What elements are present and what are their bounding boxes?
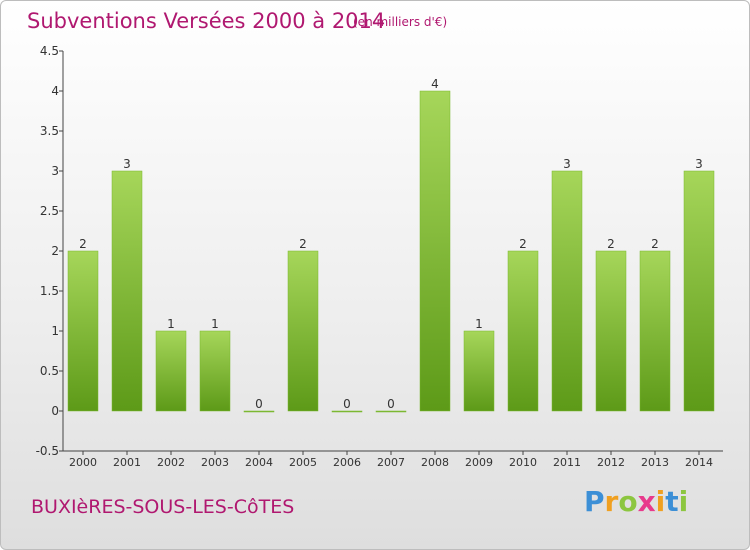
data-label: 0	[343, 397, 351, 411]
x-tick-label: 2003	[201, 456, 229, 469]
y-tick-label: 2.5	[40, 204, 59, 218]
data-label: 1	[167, 317, 175, 331]
x-tick-label: 2002	[157, 456, 185, 469]
data-label: 3	[695, 157, 703, 171]
y-tick-label: 2	[51, 244, 59, 258]
bar	[551, 170, 583, 412]
y-tick-label: 0	[51, 404, 59, 418]
y-tick-label: 4.5	[40, 44, 59, 58]
data-label: 1	[475, 317, 483, 331]
logo-letter: P	[584, 485, 605, 518]
bar	[463, 330, 495, 412]
bar	[155, 330, 187, 412]
logo-letter: i	[678, 485, 689, 518]
bar	[67, 250, 99, 412]
data-label: 2	[519, 237, 527, 251]
x-tick-label: 2001	[113, 456, 141, 469]
bar	[287, 250, 319, 412]
logo-letter: i	[655, 485, 666, 518]
bar	[595, 250, 627, 412]
data-label: 2	[607, 237, 615, 251]
x-tick-label: 2014	[685, 456, 713, 469]
bar	[111, 170, 143, 412]
data-label: 4	[431, 77, 439, 91]
x-tick-label: 2007	[377, 456, 405, 469]
data-label: 3	[563, 157, 571, 171]
y-tick-label: 1	[51, 324, 59, 338]
x-tick-label: 2013	[641, 456, 669, 469]
logo-letter: r	[604, 485, 619, 518]
bar	[419, 90, 451, 412]
data-label: 0	[387, 397, 395, 411]
x-tick-label: 2000	[69, 456, 97, 469]
bar	[507, 250, 539, 412]
y-tick-label: 3.5	[40, 124, 59, 138]
bar	[243, 410, 275, 413]
y-tick-label: 4	[51, 84, 59, 98]
data-label: 2	[299, 237, 307, 251]
y-tick-label: 0.5	[40, 364, 59, 378]
bar	[683, 170, 715, 412]
bar	[639, 250, 671, 412]
y-tick-label: 3	[51, 164, 59, 178]
x-tick-label: 2005	[289, 456, 317, 469]
chart-unit: (en milliers d'€)	[353, 15, 448, 29]
data-label: 1	[211, 317, 219, 331]
x-tick-label: 2006	[333, 456, 361, 469]
x-tick-label: 2012	[597, 456, 625, 469]
data-label: 2	[651, 237, 659, 251]
x-tick-label: 2009	[465, 456, 493, 469]
town-name: BUXIèRES-SOUS-LES-CôTES	[31, 496, 295, 518]
y-tick-label: -0.5	[36, 444, 59, 458]
bar	[331, 410, 363, 413]
x-tick-label: 2010	[509, 456, 537, 469]
chart-title: Subventions Versées 2000 à 2014	[27, 9, 386, 33]
y-tick-label: 1.5	[40, 284, 59, 298]
proxiti-logo[interactable]: Proxiti	[584, 485, 688, 518]
data-label: 0	[255, 397, 263, 411]
logo-letter: x	[637, 485, 656, 518]
logo-letter: t	[665, 485, 679, 518]
bar	[375, 410, 407, 413]
bar	[199, 330, 231, 412]
x-tick-label: 2011	[553, 456, 581, 469]
x-tick-label: 2004	[245, 456, 273, 469]
x-tick-label: 2008	[421, 456, 449, 469]
logo-letter: o	[618, 485, 638, 518]
data-label: 2	[79, 237, 87, 251]
data-label: 3	[123, 157, 131, 171]
